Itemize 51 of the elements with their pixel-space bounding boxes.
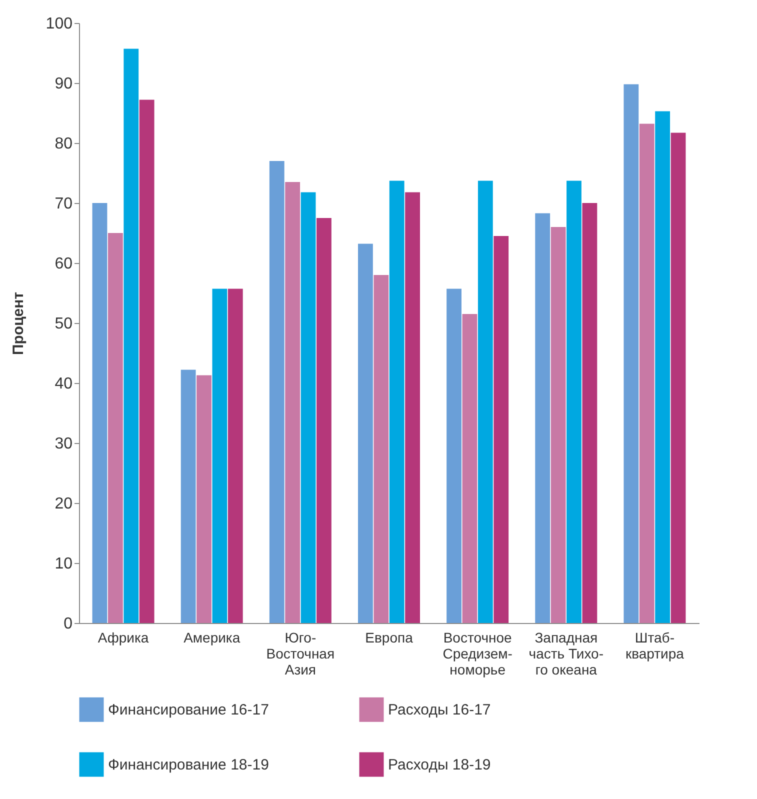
x-tick-label: Европа xyxy=(365,630,414,646)
bar xyxy=(478,180,493,623)
bar xyxy=(405,192,420,623)
bar xyxy=(358,244,373,623)
y-tick-label: 70 xyxy=(54,196,73,212)
bar xyxy=(655,111,670,623)
bar xyxy=(316,218,332,623)
bar xyxy=(92,203,108,623)
y-axis-title: Процент xyxy=(10,292,27,356)
bar xyxy=(566,180,582,623)
y-tick-label: 80 xyxy=(54,136,73,152)
x-tick-label: Юго- Восточная Азия xyxy=(266,630,335,678)
bar xyxy=(139,100,154,623)
bar xyxy=(670,132,686,623)
y-tick-label: 30 xyxy=(54,436,73,452)
bar xyxy=(535,213,550,623)
y-tick-label: 0 xyxy=(64,616,73,632)
bar xyxy=(180,370,196,623)
bar xyxy=(624,84,639,623)
bar xyxy=(494,236,509,623)
bar xyxy=(374,275,389,623)
y-tick-label: 20 xyxy=(54,496,73,512)
legend-label: Финансирование 16-17 xyxy=(108,702,269,719)
bar xyxy=(269,161,284,623)
bar xyxy=(300,192,316,623)
bar xyxy=(462,314,478,623)
bar xyxy=(389,180,404,623)
x-tick-label: Африка xyxy=(98,630,149,646)
y-tick-label: 90 xyxy=(54,76,73,92)
bar xyxy=(285,182,300,623)
bar xyxy=(212,288,228,623)
bar xyxy=(582,203,598,623)
bar xyxy=(124,48,139,623)
x-tick-label: Штаб- квартира xyxy=(625,630,684,662)
y-tick-label: 50 xyxy=(54,316,73,332)
bar xyxy=(446,288,462,623)
y-tick-label: 100 xyxy=(46,16,73,32)
bar xyxy=(228,288,243,623)
bar xyxy=(108,233,123,623)
legend-label: Расходы 16-17 xyxy=(388,702,491,719)
x-tick-label: Восточное Средизем- номорье xyxy=(442,630,513,678)
legend-label: Расходы 18-19 xyxy=(388,756,491,774)
x-tick-label: Америка xyxy=(184,630,240,646)
y-tick-label: 60 xyxy=(54,256,73,272)
bar xyxy=(196,375,212,623)
legend-label: Финансирование 18-19 xyxy=(108,756,269,774)
x-tick-label: Западная часть Тихо- го океана xyxy=(528,630,604,678)
bar xyxy=(550,227,566,623)
bar xyxy=(639,124,654,623)
y-tick-label: 10 xyxy=(54,556,73,572)
y-tick-label: 40 xyxy=(54,376,73,392)
